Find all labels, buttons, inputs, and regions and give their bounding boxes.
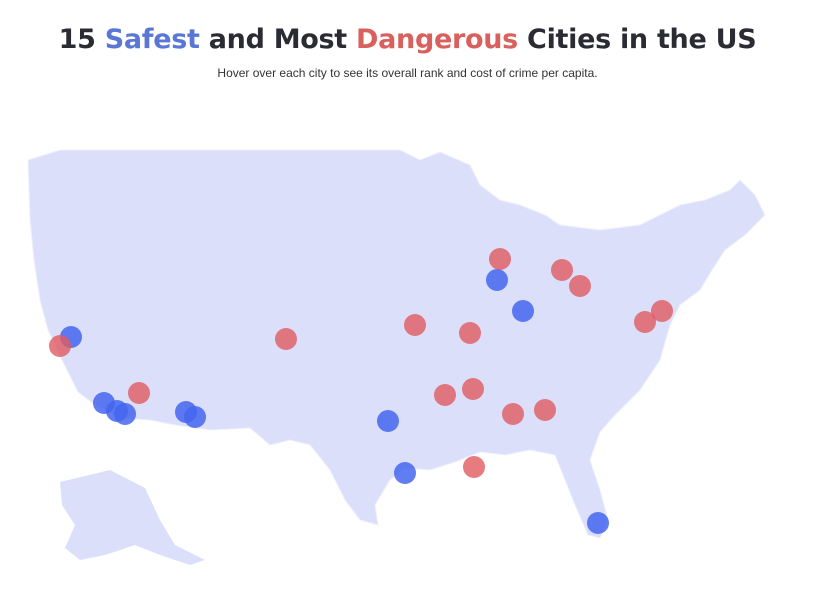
city-dot[interactable] bbox=[462, 378, 484, 400]
city-dot[interactable] bbox=[404, 314, 426, 336]
title-dangerous: Dangerous bbox=[356, 24, 518, 55]
city-dot[interactable] bbox=[184, 406, 206, 428]
city-dot[interactable] bbox=[569, 275, 591, 297]
dangerous-cities bbox=[49, 248, 673, 478]
city-dot[interactable] bbox=[587, 512, 609, 534]
title-part: and Most bbox=[199, 24, 356, 55]
alaska bbox=[60, 470, 205, 565]
subtitle: Hover over each city to see its overall … bbox=[217, 66, 598, 80]
city-dot[interactable] bbox=[434, 384, 456, 406]
city-dot[interactable] bbox=[512, 300, 534, 322]
title-safest: Safest bbox=[104, 24, 200, 55]
city-dot[interactable] bbox=[49, 335, 71, 357]
city-dot[interactable] bbox=[502, 403, 524, 425]
title: 15 Safest and Most Dangerous Cities in t… bbox=[0, 24, 815, 55]
title-part: Cities in the US bbox=[517, 24, 757, 55]
city-dot[interactable] bbox=[394, 462, 416, 484]
city-dot[interactable] bbox=[275, 328, 297, 350]
city-dot[interactable] bbox=[534, 399, 556, 421]
safest-cities bbox=[60, 269, 609, 534]
city-dot[interactable] bbox=[459, 322, 481, 344]
title-part: 15 bbox=[58, 24, 105, 55]
city-dot[interactable] bbox=[486, 269, 508, 291]
city-dot[interactable] bbox=[128, 382, 150, 404]
city-dot[interactable] bbox=[551, 259, 573, 281]
city-dot[interactable] bbox=[651, 300, 673, 322]
city-dot[interactable] bbox=[114, 403, 136, 425]
city-dot[interactable] bbox=[634, 311, 656, 333]
city-dot[interactable] bbox=[377, 410, 399, 432]
city-dot[interactable] bbox=[463, 456, 485, 478]
city-dot[interactable] bbox=[489, 248, 511, 270]
